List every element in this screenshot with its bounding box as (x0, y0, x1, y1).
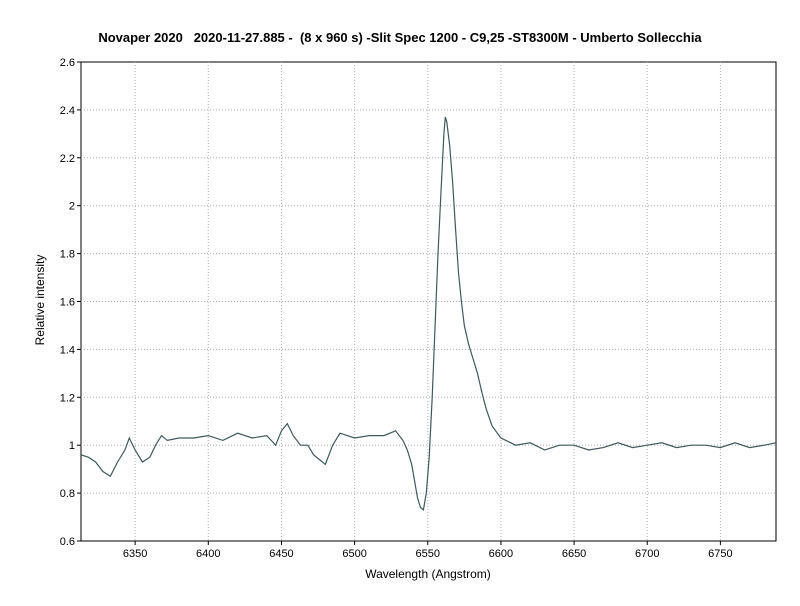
x-tick-label: 6500 (342, 548, 366, 560)
y-tick-label: 1 (69, 440, 75, 452)
x-tick-label: 6400 (196, 548, 220, 560)
x-tick-label: 6450 (269, 548, 293, 560)
y-tick-label: 0.8 (60, 488, 75, 500)
y-tick-label: 2.6 (60, 57, 75, 69)
y-tick-label: 1.8 (60, 249, 75, 261)
grid (81, 62, 776, 541)
y-tick-label: 1.2 (60, 392, 75, 404)
y-axis-label: Relative intensity (33, 255, 47, 346)
x-tick-label: 6750 (708, 548, 732, 560)
y-tick-label: 2.4 (60, 105, 75, 117)
x-tick-label: 6700 (635, 548, 659, 560)
x-tick-label: 6600 (489, 548, 513, 560)
x-axis: 6350 6400 6450 6500 6550 6600 6650 6700 6750 (123, 541, 733, 560)
x-axis-label: Wavelength (Angstrom) (365, 567, 491, 581)
chart-title: Novaper 2020 2020-11-27.885 - (8 x 960 s… (98, 30, 702, 45)
y-tick-label: 0.6 (60, 536, 75, 548)
x-tick-label: 6650 (562, 548, 586, 560)
y-tick-label: 1.6 (60, 297, 75, 309)
y-tick-label: 2 (69, 201, 75, 213)
y-tick-label: 1.4 (60, 344, 75, 356)
y-axis: 0.6 0.8 1 1.2 1.4 1.6 1.8 2 2.2 2.4 2.6 (60, 57, 81, 548)
spectrum-line (80, 116, 777, 512)
x-tick-label: 6350 (123, 548, 147, 560)
y-tick-label: 2.2 (60, 153, 75, 165)
x-tick-label: 6550 (416, 548, 440, 560)
